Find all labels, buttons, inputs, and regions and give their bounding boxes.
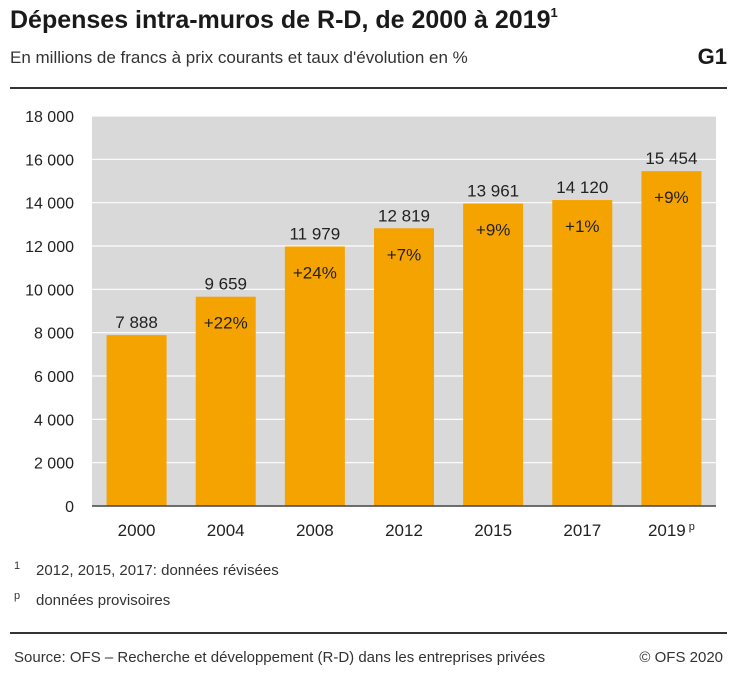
graph-number: G1	[697, 44, 727, 69]
value-label: 11 979	[289, 224, 340, 243]
bar	[641, 171, 702, 506]
value-label: 13 961	[467, 182, 519, 201]
footnote-1-mark: 1	[14, 560, 21, 572]
chart-title-text: Dépenses intra-muros de R-D, de 2000 à 2…	[10, 6, 551, 34]
bar	[106, 335, 167, 506]
footnote-2-text: données provisoires	[36, 592, 171, 609]
y-tick-label: 0	[65, 499, 74, 516]
bar-chart: 0 2 000 4 000 6 000 8 000 10 000 12 000 14 000 1…	[25, 109, 716, 540]
y-tick-label: 2 000	[34, 456, 74, 473]
y-tick-label: 18 000	[25, 109, 74, 126]
y-tick-label: 8 000	[34, 326, 74, 343]
footer: Source: OFS – Recherche et développement…	[14, 649, 723, 666]
footnote-2: p données provisoires	[14, 590, 171, 609]
value-label: 7 888	[115, 313, 158, 332]
chart-subtitle: En millions de francs à prix courants et…	[10, 48, 468, 67]
bar	[463, 203, 524, 507]
x-tick-label: 2008	[296, 521, 334, 540]
footer-divider	[10, 632, 727, 634]
footnote-2-mark: p	[14, 590, 21, 602]
x-tick-label: 2000	[118, 521, 156, 540]
growth-label: +9%	[654, 188, 689, 207]
x-tick-label: 2017	[563, 521, 601, 540]
header-divider	[10, 87, 727, 89]
copyright-text: © OFS 2020	[639, 649, 723, 666]
y-tick-label: 12 000	[25, 239, 74, 256]
value-label: 15 454	[645, 149, 697, 168]
growth-label: +1%	[565, 217, 600, 236]
x-tick-label: 2012	[385, 521, 423, 540]
chart-title: Dépenses intra-muros de R-D, de 2000 à 2…	[10, 4, 558, 35]
bar	[284, 246, 345, 506]
x-tick-superscript: p	[689, 521, 695, 533]
growth-label: +7%	[387, 245, 422, 264]
growth-label: +9%	[476, 221, 511, 240]
y-tick-label: 4 000	[34, 412, 74, 429]
y-tick-label: 16 000	[25, 152, 74, 169]
x-tick-label: 2019 p	[648, 521, 695, 540]
x-tick-label: 2015	[474, 521, 512, 540]
value-label: 12 819	[378, 206, 430, 225]
bar	[374, 228, 434, 506]
source-text: Source: OFS – Recherche et développement…	[14, 649, 546, 666]
x-tick-label: 2004	[207, 521, 245, 540]
bar	[552, 200, 613, 507]
y-tick-label: 10 000	[25, 282, 74, 299]
value-label: 9 659	[204, 275, 247, 294]
title-footnote-mark: 1	[550, 4, 558, 20]
growth-label: +24%	[293, 263, 337, 282]
growth-label: +22%	[204, 314, 248, 333]
y-tick-label: 6 000	[34, 369, 74, 386]
footnote-1-text: 2012, 2015, 2017: données révisées	[36, 562, 279, 579]
y-tick-label: 14 000	[25, 196, 74, 213]
bar	[195, 296, 256, 506]
footnote-1: 1 2012, 2015, 2017: données révisées	[14, 560, 279, 579]
value-label: 14 120	[556, 178, 608, 197]
